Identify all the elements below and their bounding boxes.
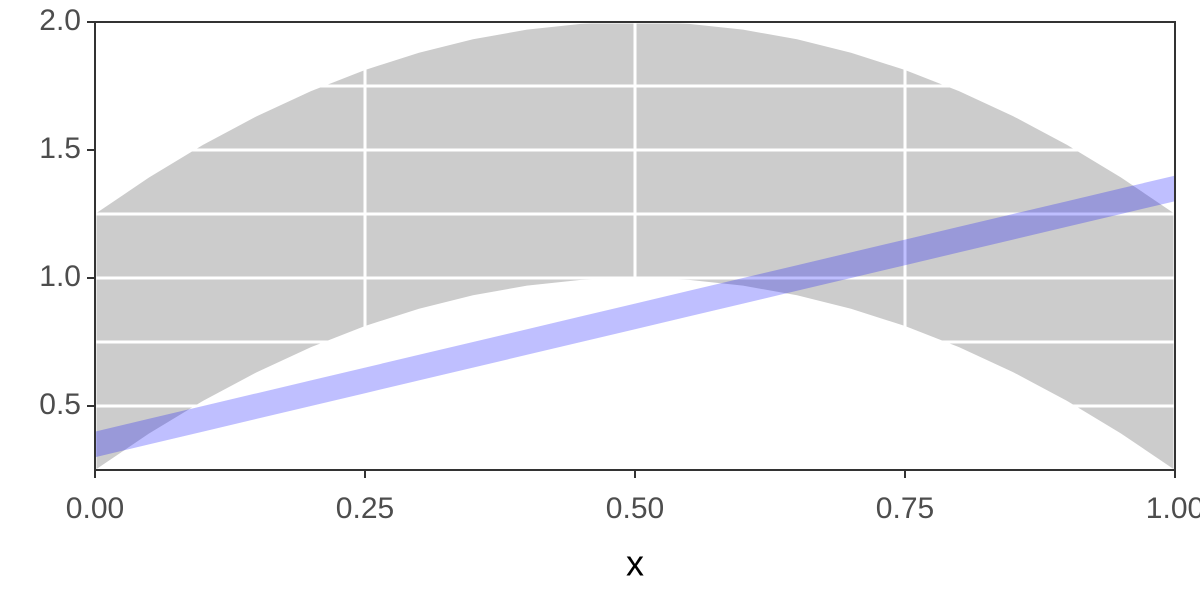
y-tick-label: 0.5 (39, 388, 81, 421)
x-tick-label: 1.00 (1146, 492, 1200, 525)
x-axis-title: x (626, 543, 644, 584)
ribbon (95, 175, 1175, 458)
y-tick-label: 1.5 (39, 132, 81, 165)
x-tick-label: 0.50 (606, 492, 664, 525)
x-tick-label: 0.75 (876, 492, 934, 525)
x-tick-label: 0.25 (336, 492, 394, 525)
y-tick-label: 1.0 (39, 260, 81, 293)
y-tick-label: 2.0 (39, 4, 81, 37)
x-tick-label: 0.00 (66, 492, 124, 525)
